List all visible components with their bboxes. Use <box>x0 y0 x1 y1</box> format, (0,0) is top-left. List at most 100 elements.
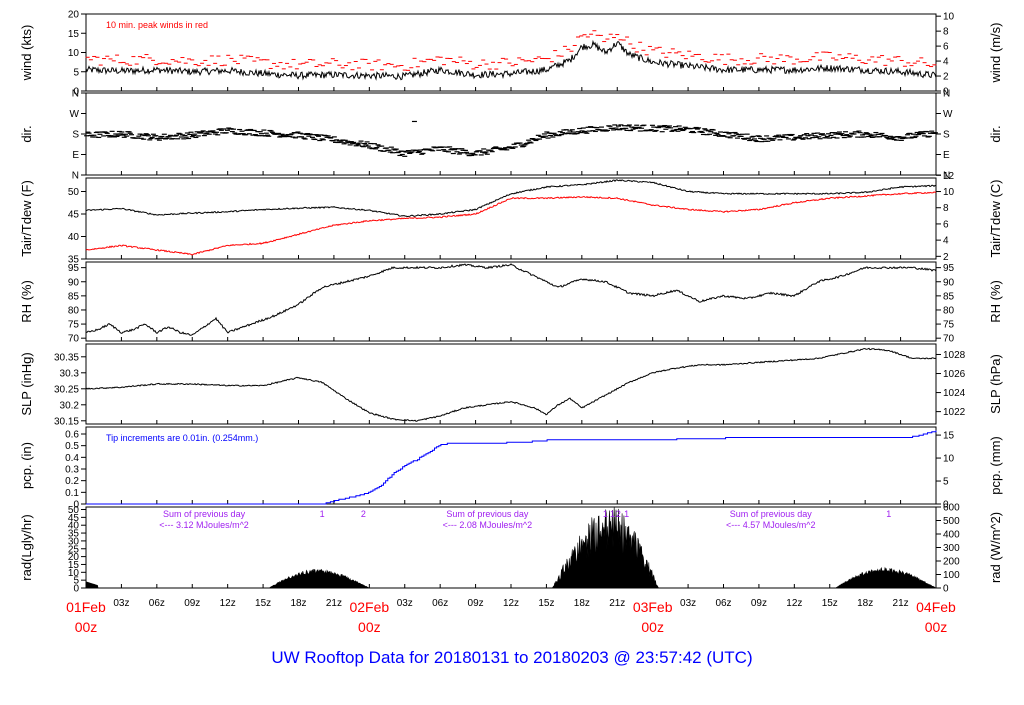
time-tick-label: 03z <box>397 598 413 609</box>
date-label: 02Feb <box>349 599 389 615</box>
wind-left-tick-label: 5 <box>73 67 79 78</box>
daily-sum-title: Sum of previous day <box>163 509 246 519</box>
rad-ylabel: rad(Lgly/hr) <box>19 514 34 580</box>
dir-ylabel-right: dir. <box>988 125 1003 142</box>
time-tick-label: 09z <box>751 598 767 609</box>
rh-left-tick-label: 75 <box>68 320 80 331</box>
time-tick-label: 21z <box>326 598 342 609</box>
date-hour-label: 00z <box>925 619 948 635</box>
wind-ylabel: wind (kts) <box>19 25 34 82</box>
pcp-left-tick-label: 0.3 <box>65 465 79 476</box>
rh-series-0-line <box>85 263 937 336</box>
rad-left-tick-label: 30 <box>68 536 80 547</box>
dir-right-tick-label: N <box>943 89 950 100</box>
pcp-left-tick-label: 0 <box>73 500 79 511</box>
rh-right-tick-label: 90 <box>943 277 955 288</box>
time-tick-label: 09z <box>468 598 484 609</box>
time-tick-label: 06z <box>149 598 165 609</box>
wind-series-0-line <box>85 39 937 81</box>
wind-right-tick-label: 4 <box>943 57 949 68</box>
pcp-left-tick-label: 0.2 <box>65 476 79 487</box>
slp-left-tick-label: 30.2 <box>60 400 80 411</box>
pcp-left-tick-label: 0.5 <box>65 441 79 452</box>
rad-right-tick-label: 200 <box>943 557 960 568</box>
time-tick-label: 15z <box>255 598 271 609</box>
wind-right-tick-label: 2 <box>943 72 949 83</box>
rh-right-tick-label: 70 <box>943 334 955 345</box>
time-tick-label: 12z <box>220 598 236 609</box>
time-tick-label: 06z <box>715 598 731 609</box>
wind-ylabel-right: wind (m/s) <box>988 23 1003 84</box>
dir-left-tick-label: N <box>72 89 79 100</box>
rh-right-tick-label: 85 <box>943 291 955 302</box>
pcp-annotation: Tip increments are 0.01in. (0.254mm.) <box>106 433 258 443</box>
slp-ylabel: SLP (inHg) <box>19 352 34 415</box>
temp-ylabel: Tair/Tdew (F) <box>19 180 34 257</box>
dir-left-tick-label: N <box>72 171 79 182</box>
wind-right-tick-label: 10 <box>943 12 955 23</box>
rh-right-tick-label: 80 <box>943 305 955 316</box>
rad-left-tick-label: 20 <box>68 552 80 563</box>
temp-right-tick-label: 12 <box>943 171 955 182</box>
date-hour-label: 00z <box>641 619 664 635</box>
time-tick-label: 03z <box>113 598 129 609</box>
rh-right-tick-label: 75 <box>943 320 955 331</box>
radiation-marker: 2 <box>361 509 366 519</box>
dir-left-tick-label: S <box>72 130 79 141</box>
date-label: 04Feb <box>916 599 956 615</box>
daily-sum-value: <--- 4.57 MJoules/m^2 <box>726 520 816 530</box>
rh-left-tick-label: 95 <box>68 263 80 274</box>
time-tick-label: 21z <box>893 598 909 609</box>
dir-right-tick-label: S <box>943 130 950 141</box>
slp-right-tick-label: 1022 <box>943 407 966 418</box>
rh-left-tick-label: 85 <box>68 291 80 302</box>
rh-ylabel: RH (%) <box>19 280 34 323</box>
time-tick-label: 09z <box>184 598 200 609</box>
slp-left-tick-label: 30.25 <box>54 384 79 395</box>
time-tick-label: 12z <box>786 598 802 609</box>
pcp-series-line <box>86 430 937 505</box>
wind-annotation: 10 min. peak winds in red <box>106 20 208 30</box>
rh-left-tick-label: 70 <box>68 334 80 345</box>
rh-ylabel-right: RH (%) <box>988 280 1003 323</box>
temp-left-tick-label: 45 <box>68 210 80 221</box>
time-tick-label: 12z <box>503 598 519 609</box>
daily-sum-title: Sum of previous day <box>730 509 813 519</box>
time-tick-label: 18z <box>574 598 590 609</box>
radiation-marker: 2 <box>616 509 621 519</box>
date-label: 03Feb <box>633 599 673 615</box>
dir-right-tick-label: E <box>943 150 950 161</box>
rh-panel-frame <box>85 261 937 342</box>
radiation-marker: 1 <box>610 509 615 519</box>
temp-right-tick-label: 10 <box>943 187 955 198</box>
rh-left-tick-label: 90 <box>68 277 80 288</box>
dir-right-tick-label: W <box>943 109 953 120</box>
wind-right-tick-label: 0 <box>943 87 949 98</box>
slp-right-tick-label: 1026 <box>943 369 966 380</box>
rad-right-tick-label: 100 <box>943 570 960 581</box>
rad-left-tick-label: 45 <box>68 513 80 524</box>
radiation-marker: 1 <box>886 509 891 519</box>
rad-left-tick-label: 40 <box>68 521 80 532</box>
rad-left-tick-label: 5 <box>73 576 79 587</box>
daily-sum-title: Sum of previous day <box>446 509 529 519</box>
wind-right-tick-label: 6 <box>943 42 949 53</box>
time-tick-label: 03z <box>680 598 696 609</box>
slp-series-0-line <box>85 347 937 422</box>
wind-left-tick-label: 0 <box>73 87 79 98</box>
rad-right-tick-label: 500 <box>943 516 960 527</box>
dir-left-tick-label: W <box>70 109 80 120</box>
wind-left-tick-label: 20 <box>68 10 80 21</box>
slp-left-tick-label: 30.15 <box>54 416 79 427</box>
radiation-marker: 1 <box>320 509 325 519</box>
rad-radiation-area <box>85 506 937 589</box>
rh-left-tick-label: 80 <box>68 305 80 316</box>
time-tick-label: 15z <box>538 598 554 609</box>
slp-right-tick-label: 1024 <box>943 388 966 399</box>
pcp-ylabel: pcp. (in) <box>19 442 34 489</box>
dir-left-tick-label: E <box>72 150 79 161</box>
rad-right-tick-label: 300 <box>943 543 960 554</box>
temp-right-tick-label: 6 <box>943 219 949 230</box>
